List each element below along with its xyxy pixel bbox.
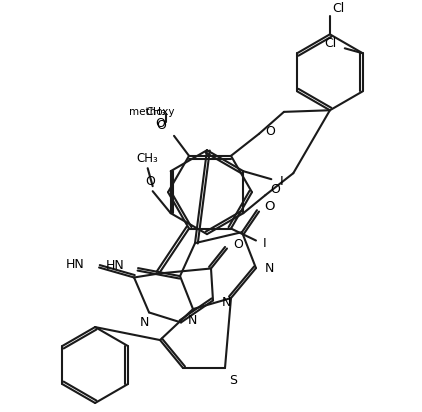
Text: O: O — [264, 200, 274, 213]
Text: HN: HN — [65, 258, 84, 271]
Text: I: I — [263, 237, 267, 250]
Text: HN: HN — [106, 259, 124, 272]
Text: N: N — [265, 262, 274, 275]
Text: O: O — [156, 119, 166, 132]
Text: S: S — [229, 374, 237, 386]
Text: O: O — [265, 125, 275, 138]
Text: O: O — [233, 238, 243, 251]
Text: O: O — [146, 175, 156, 188]
Text: Cl: Cl — [325, 37, 337, 50]
Text: CH₃: CH₃ — [145, 107, 166, 117]
Text: O: O — [155, 117, 165, 130]
Text: methoxy: methoxy — [129, 107, 175, 117]
Text: N: N — [139, 316, 149, 329]
Text: Cl: Cl — [332, 2, 344, 15]
Text: I: I — [279, 175, 283, 188]
Text: O: O — [271, 183, 280, 196]
Text: N: N — [187, 314, 197, 327]
Text: CH₃: CH₃ — [137, 152, 159, 165]
Text: N: N — [222, 296, 231, 309]
